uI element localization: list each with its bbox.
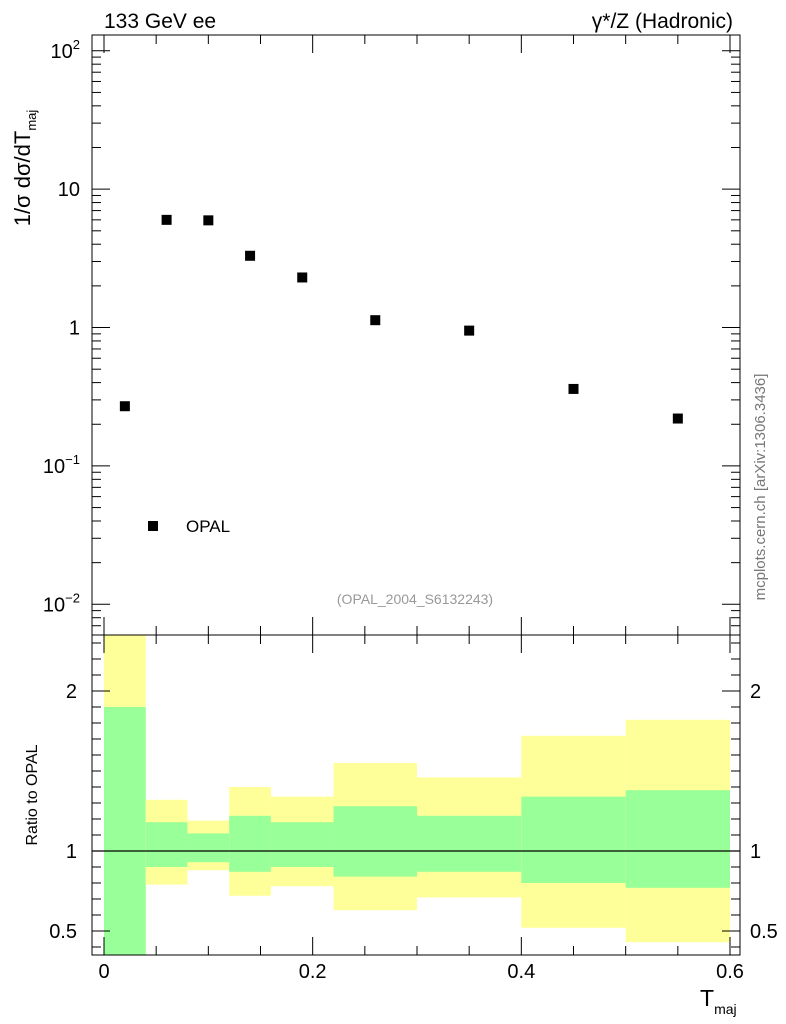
x-tick-label-2: 0.4 [507,961,535,983]
legend-label: OPAL [186,517,230,536]
main-y-axis-label: 1/σ dσ/dTmaj [10,110,39,227]
right-title: γ*/Z (Hadronic) [592,10,733,33]
main-y-tick-label-exp: −2 [65,590,80,605]
main-y-tick-label-base: 10 [51,41,73,63]
ratio-panel-ticks [92,635,740,955]
x-axis-label-main: T [700,985,714,1011]
main-y-axis-label-sub: maj [24,110,39,131]
ratio-y-tick-label-0: 0.5 [49,921,77,943]
ratio-green-band-8 [625,790,730,888]
ratio-green-band-5 [333,806,417,877]
main-y-tick-label-exp: 2 [73,37,80,52]
main-y-tick-label-2: 1 [69,318,80,340]
x-tick-label-1: 0.2 [299,961,327,983]
ratio-y-tick-label-right-2: 2 [750,681,761,703]
ratio-green-band-1 [145,822,188,867]
data-point-3 [245,250,256,261]
data-point-4 [297,272,308,283]
analysis-tag: (OPAL_2004_S6132243) [337,591,493,607]
opal-data-markers [119,214,683,424]
ratio-panel-frame [91,634,741,956]
data-point-2 [203,215,214,226]
left-title: 133 GeV ee [104,10,216,33]
ratio-green-band-6 [417,815,522,872]
main-y-tick-label-exp: −1 [65,452,80,467]
main-y-tick-label-base: 10 [43,594,65,616]
ratio-bands [104,635,730,955]
ratio-green-band-2 [187,833,230,863]
ratio-y-tick-label-right-1: 1 [750,841,761,863]
ratio-y-tick-label-1: 1 [66,841,77,863]
data-point-6 [464,325,475,336]
main-y-tick-label-0: 10−2 [43,590,80,616]
ratio-green-band-0 [104,707,146,955]
data-point-8 [672,413,683,424]
x-tick-label-3: 0.6 [716,961,744,983]
main-y-tick-label-4: 102 [51,37,80,63]
ratio-y-tick-label-right-0: 0.5 [750,921,778,943]
main-y-tick-label-base: 10 [43,456,65,478]
main-y-tick-label-3: 10 [58,179,80,201]
ratio-green-band-4 [270,822,334,867]
main-panel-frame [91,34,741,636]
data-point-1 [161,214,172,225]
x-axis-label-sub: maj [714,1001,737,1017]
ratio-green-band-7 [521,796,626,883]
data-point-7 [568,383,579,394]
watermark: mcplots.cern.ch [arXiv:1306.3436] [752,374,769,601]
ratio-y-tick-label-2: 2 [66,681,77,703]
main-y-tick-label-1: 10−1 [43,452,80,478]
x-tick-label-0: 0 [98,961,109,983]
legend-marker [148,521,158,531]
data-point-5 [370,315,381,326]
x-axis-label: Tmaj [700,985,737,1017]
ratio-y-axis-label: Ratio to OPAL [24,744,41,845]
main-panel-ticks [92,35,740,636]
data-point-0 [119,401,130,412]
ratio-green-band-3 [229,815,271,872]
main-y-axis-label-main: 1/σ dσ/dT [10,131,35,227]
